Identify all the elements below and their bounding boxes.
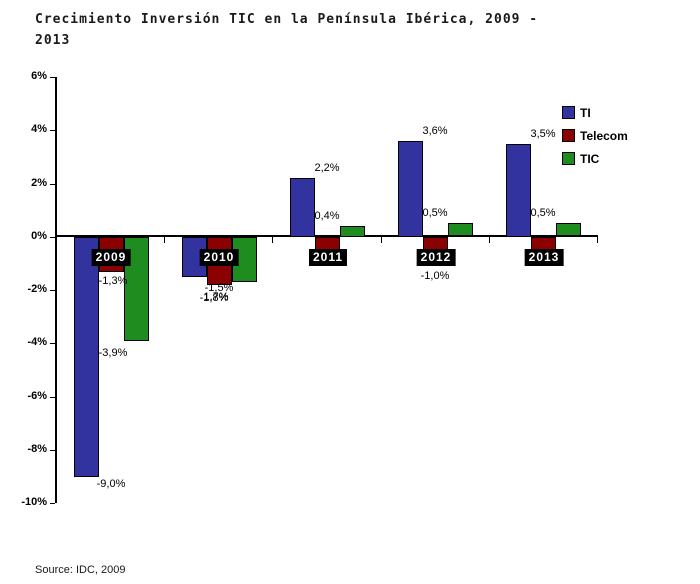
legend-item-tic: TIC (562, 147, 628, 170)
legend-label: TIC (580, 151, 600, 166)
bar-value-label: 1,7% (203, 291, 229, 303)
bar-value-label: 3,6% (422, 125, 448, 137)
category-boundary-tick (489, 237, 490, 243)
chart-title-line1: Crecimiento Inversión TIC en la Penínsul… (35, 12, 539, 27)
source-note: Source: IDC, 2009 (35, 564, 126, 576)
y-tick-label: -2% (27, 283, 47, 295)
y-tick-mark (50, 397, 55, 398)
y-tick-mark (50, 503, 55, 504)
legend-label: TI (580, 105, 591, 120)
y-tick-mark (50, 343, 55, 344)
bar-value-label: 2,2% (314, 162, 340, 174)
bar-ti-2012 (398, 141, 423, 237)
bar-value-label: 0,5% (422, 207, 448, 219)
category-boundary-tick (597, 237, 598, 243)
y-tick-label: -8% (27, 443, 47, 455)
bar-value-label: -1,5% (204, 282, 234, 294)
legend-swatch-telecom (562, 129, 575, 142)
y-tick-label: -6% (27, 390, 47, 402)
legend-label: Telecom (580, 128, 628, 143)
category-label-2013: 2013 (524, 249, 564, 266)
y-tick-label: -10% (21, 496, 47, 508)
category-label-2009: 2009 (91, 249, 131, 266)
y-tick-label: 2% (31, 177, 47, 189)
bar-value-label: 0,5% (530, 207, 556, 219)
legend-swatch-tic (562, 152, 575, 165)
bar-value-label: -3,9% (98, 347, 128, 359)
bar-ti-2009 (74, 237, 99, 477)
bar-value-label: 3,5% (530, 128, 556, 140)
category-boundary-tick (272, 237, 273, 243)
bar-ti-2011 (290, 178, 315, 237)
y-tick-label: 0% (31, 230, 47, 242)
y-tick-mark (50, 237, 55, 238)
y-axis-line (55, 77, 57, 503)
x-baseline (55, 235, 598, 237)
category-boundary-tick (381, 237, 382, 243)
bar-tic-2012 (448, 223, 473, 236)
legend-swatch-ti (562, 106, 575, 119)
y-tick-mark (50, 184, 55, 185)
legend: TI Telecom TIC (562, 101, 628, 170)
bar-value-label: -9,0% (96, 478, 126, 490)
category-label-2011: 2011 (308, 249, 348, 266)
chart-title: Crecimiento Inversión TIC en la Penínsul… (35, 9, 675, 51)
y-tick-mark (50, 290, 55, 291)
y-tick-mark (50, 130, 55, 131)
y-tick-mark (50, 77, 55, 78)
bar-value-label: 0,4% (314, 210, 340, 222)
legend-item-telecom: Telecom (562, 124, 628, 147)
bar-tic-2013 (556, 223, 581, 236)
legend-item-ti: TI (562, 101, 628, 124)
bar-value-label: -1,0% (420, 270, 450, 282)
bar-value-label: -1,3% (98, 275, 128, 287)
y-tick-label: -4% (27, 336, 47, 348)
bar-value-label: -1,8% (199, 292, 229, 304)
category-boundary-tick (164, 237, 165, 243)
category-label-2012: 2012 (416, 249, 456, 266)
chart-title-line2: 2013 (35, 33, 71, 48)
category-label-2010: 2010 (199, 249, 239, 266)
bar-ti-2013 (506, 144, 531, 237)
y-tick-label: 6% (31, 70, 47, 82)
y-tick-mark (50, 450, 55, 451)
y-tick-label: 4% (31, 123, 47, 135)
bar-tic-2011 (340, 226, 365, 237)
